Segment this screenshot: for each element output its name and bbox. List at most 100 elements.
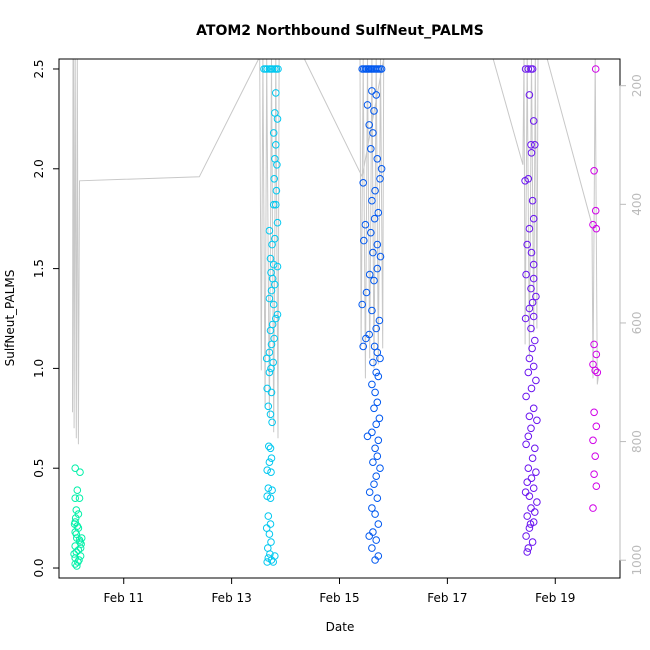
data-point-s5-1 <box>591 65 600 73</box>
data-point-s3-28 <box>374 208 383 217</box>
y-axis: 0.0 0.5 1.0 1.5 2.0 2.5 <box>32 59 59 578</box>
data-point-s4-25 <box>521 314 530 323</box>
data-point-s2-51 <box>266 444 275 453</box>
data-point-s4-32 <box>532 376 540 385</box>
data-point-s3-36 <box>373 264 382 273</box>
data-point-s3-29 <box>370 214 379 223</box>
data-point-s2-57 <box>268 486 276 495</box>
data-point-s5-3 <box>591 206 600 215</box>
chart-title: ATOM2 Northbound SulfNeut_PALMS <box>196 23 484 39</box>
data-point-s3-19 <box>365 121 374 129</box>
data-point-s3-31 <box>367 228 375 237</box>
data-point-s4-7 <box>527 141 535 149</box>
data-point-s3-58 <box>372 420 381 429</box>
data-point-s3-15 <box>368 87 376 95</box>
data-point-s4-15 <box>523 240 532 249</box>
data-point-s4-2 <box>524 65 533 73</box>
data-point-s2-40 <box>265 348 274 357</box>
data-point-s5-5 <box>592 224 601 233</box>
data-point-s3-50 <box>369 358 377 367</box>
data-point-s3-14 <box>377 65 386 73</box>
data-point-s3-35 <box>376 252 385 261</box>
x-tick-label: Feb 19 <box>535 591 575 605</box>
data-point-s2-39 <box>267 340 276 349</box>
data-point-s5-10 <box>593 368 602 377</box>
data-point-s3-57 <box>375 414 384 423</box>
data-point-s3-61 <box>374 436 383 445</box>
data-point-s3-55 <box>373 398 382 407</box>
data-point-s5-17 <box>589 504 597 512</box>
data-point-s4-59 <box>531 508 539 516</box>
data-point-s3-63 <box>373 452 382 461</box>
data-point-s4-53 <box>525 524 534 532</box>
data-point-s3-25 <box>359 179 368 187</box>
data-point-s3-51 <box>372 368 381 377</box>
data-point-s1-30 <box>70 520 79 528</box>
data-point-s3-78 <box>371 556 379 564</box>
data-point-s3-48 <box>373 348 382 357</box>
data-point-s5-14 <box>591 452 600 461</box>
data-point-s2-52 <box>267 454 276 463</box>
data-point-s4-37 <box>533 416 541 425</box>
data-point-s2-24 <box>268 240 276 249</box>
data-point-s2-13 <box>269 129 278 137</box>
data-point-s5-7 <box>592 350 601 359</box>
y-tick-label: 0.0 <box>32 558 46 577</box>
data-point-s2-25 <box>266 254 275 263</box>
y-tick-label: 2.5 <box>32 59 46 78</box>
data-point-s3-21 <box>367 145 375 153</box>
data-point-s3-62 <box>371 444 379 453</box>
data-point-s4-58 <box>526 520 535 528</box>
data-point-s2-11 <box>271 109 279 117</box>
data-point-s2-55 <box>267 468 275 477</box>
data-point-s1-11 <box>71 494 79 503</box>
data-point-s2-50 <box>265 442 273 451</box>
data-point-s3-49 <box>376 354 384 363</box>
data-point-s4-41 <box>531 444 539 453</box>
data-point-s1-26 <box>73 562 81 570</box>
data-point-s4-56 <box>524 544 533 552</box>
data-point-s3-72 <box>374 520 383 528</box>
data-point-s3-42 <box>375 316 384 325</box>
data-point-s2-30 <box>271 280 279 289</box>
data-point-s3-38 <box>370 276 378 285</box>
data-point-s1-12 <box>75 494 84 503</box>
data-point-s4-22 <box>528 298 537 307</box>
data-point-s3-53 <box>368 380 376 389</box>
data-point-s3-70 <box>368 504 376 512</box>
data-point-s4-12 <box>528 196 537 205</box>
data-point-s2-17 <box>270 175 279 183</box>
data-point-s3-27 <box>368 196 376 205</box>
data-point-s1-27 <box>77 534 86 542</box>
data-point-s3-30 <box>361 220 370 229</box>
data-point-s3-75 <box>372 536 381 544</box>
data-point-s4-26 <box>527 324 535 333</box>
data-point-s3-66 <box>372 472 381 481</box>
x-axis-label: Date <box>326 620 355 634</box>
data-point-s2-21 <box>273 218 282 227</box>
data-point-s3-69 <box>373 494 382 503</box>
data-point-s3-33 <box>373 240 382 249</box>
data-point-s4-29 <box>525 354 534 363</box>
data-point-s3-60 <box>363 432 372 441</box>
data-point-s5-12 <box>592 422 601 431</box>
data-point-s3-32 <box>360 236 368 245</box>
data-point-s3-59 <box>368 428 376 437</box>
data-point-s4-4 <box>528 65 537 73</box>
data-point-s2-47 <box>264 402 273 411</box>
data-point-s4-24 <box>529 312 538 321</box>
data-point-s1-18 <box>74 546 83 554</box>
data-point-s1-15 <box>76 468 84 477</box>
data-point-s4-39 <box>524 432 533 441</box>
data-point-s2-16 <box>273 161 281 169</box>
data-point-s2-18 <box>272 186 281 195</box>
depth-trace-5 <box>546 58 599 385</box>
data-point-s5-11 <box>590 408 598 417</box>
data-point-s3-20 <box>369 129 377 137</box>
data-point-s3-26 <box>371 186 379 195</box>
data-point-s4-40 <box>522 440 530 449</box>
data-point-s4-34 <box>522 392 530 401</box>
data-point-s1-29 <box>76 538 84 546</box>
data-point-s2-43 <box>267 364 275 373</box>
data-point-s2-33 <box>269 300 278 309</box>
